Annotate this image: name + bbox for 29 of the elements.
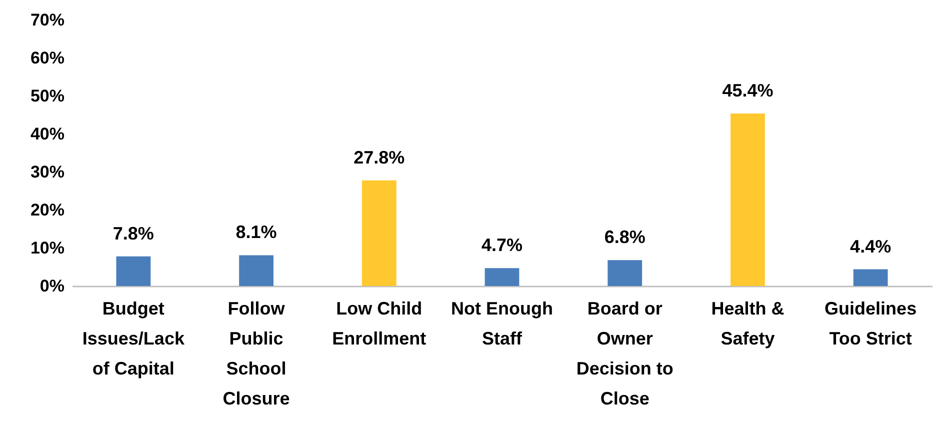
y-tick-label: 50% bbox=[30, 86, 64, 106]
y-tick-label: 70% bbox=[30, 10, 64, 30]
data-label: 27.8% bbox=[354, 147, 405, 168]
y-tick-label: 30% bbox=[30, 162, 64, 182]
bar bbox=[853, 269, 888, 286]
bar bbox=[484, 268, 520, 286]
y-tick-label: 20% bbox=[30, 200, 64, 220]
y-tick-label: 60% bbox=[30, 48, 64, 68]
x-tick-label: Budget Issues/Lack of Capital bbox=[82, 298, 186, 378]
x-tick-label: Health & Safety bbox=[711, 298, 784, 348]
bar bbox=[239, 255, 274, 286]
data-label: 4.7% bbox=[481, 235, 523, 256]
data-label: 7.8% bbox=[112, 223, 154, 244]
data-label: 45.4% bbox=[722, 80, 774, 100]
bar bbox=[608, 260, 642, 286]
x-tick-label: Follow Public School Closure bbox=[222, 298, 290, 408]
x-tick-label: Board or Owner Decision to Close bbox=[576, 298, 674, 408]
bar bbox=[730, 113, 765, 286]
x-tick-label: Low Child Enrollment bbox=[332, 298, 426, 348]
y-tick-label: 0% bbox=[40, 276, 64, 296]
x-tick-label: Guidelines Too Strict bbox=[824, 298, 917, 348]
x-tick-label: Not Enough Staff bbox=[451, 298, 553, 348]
data-label: 8.1% bbox=[236, 222, 277, 242]
bar bbox=[362, 180, 396, 286]
y-tick-label: 40% bbox=[30, 124, 64, 144]
data-label: 6.8% bbox=[604, 227, 646, 248]
data-label: 4.4% bbox=[850, 236, 892, 256]
y-tick-label: 10% bbox=[30, 238, 64, 258]
bar bbox=[116, 256, 151, 286]
